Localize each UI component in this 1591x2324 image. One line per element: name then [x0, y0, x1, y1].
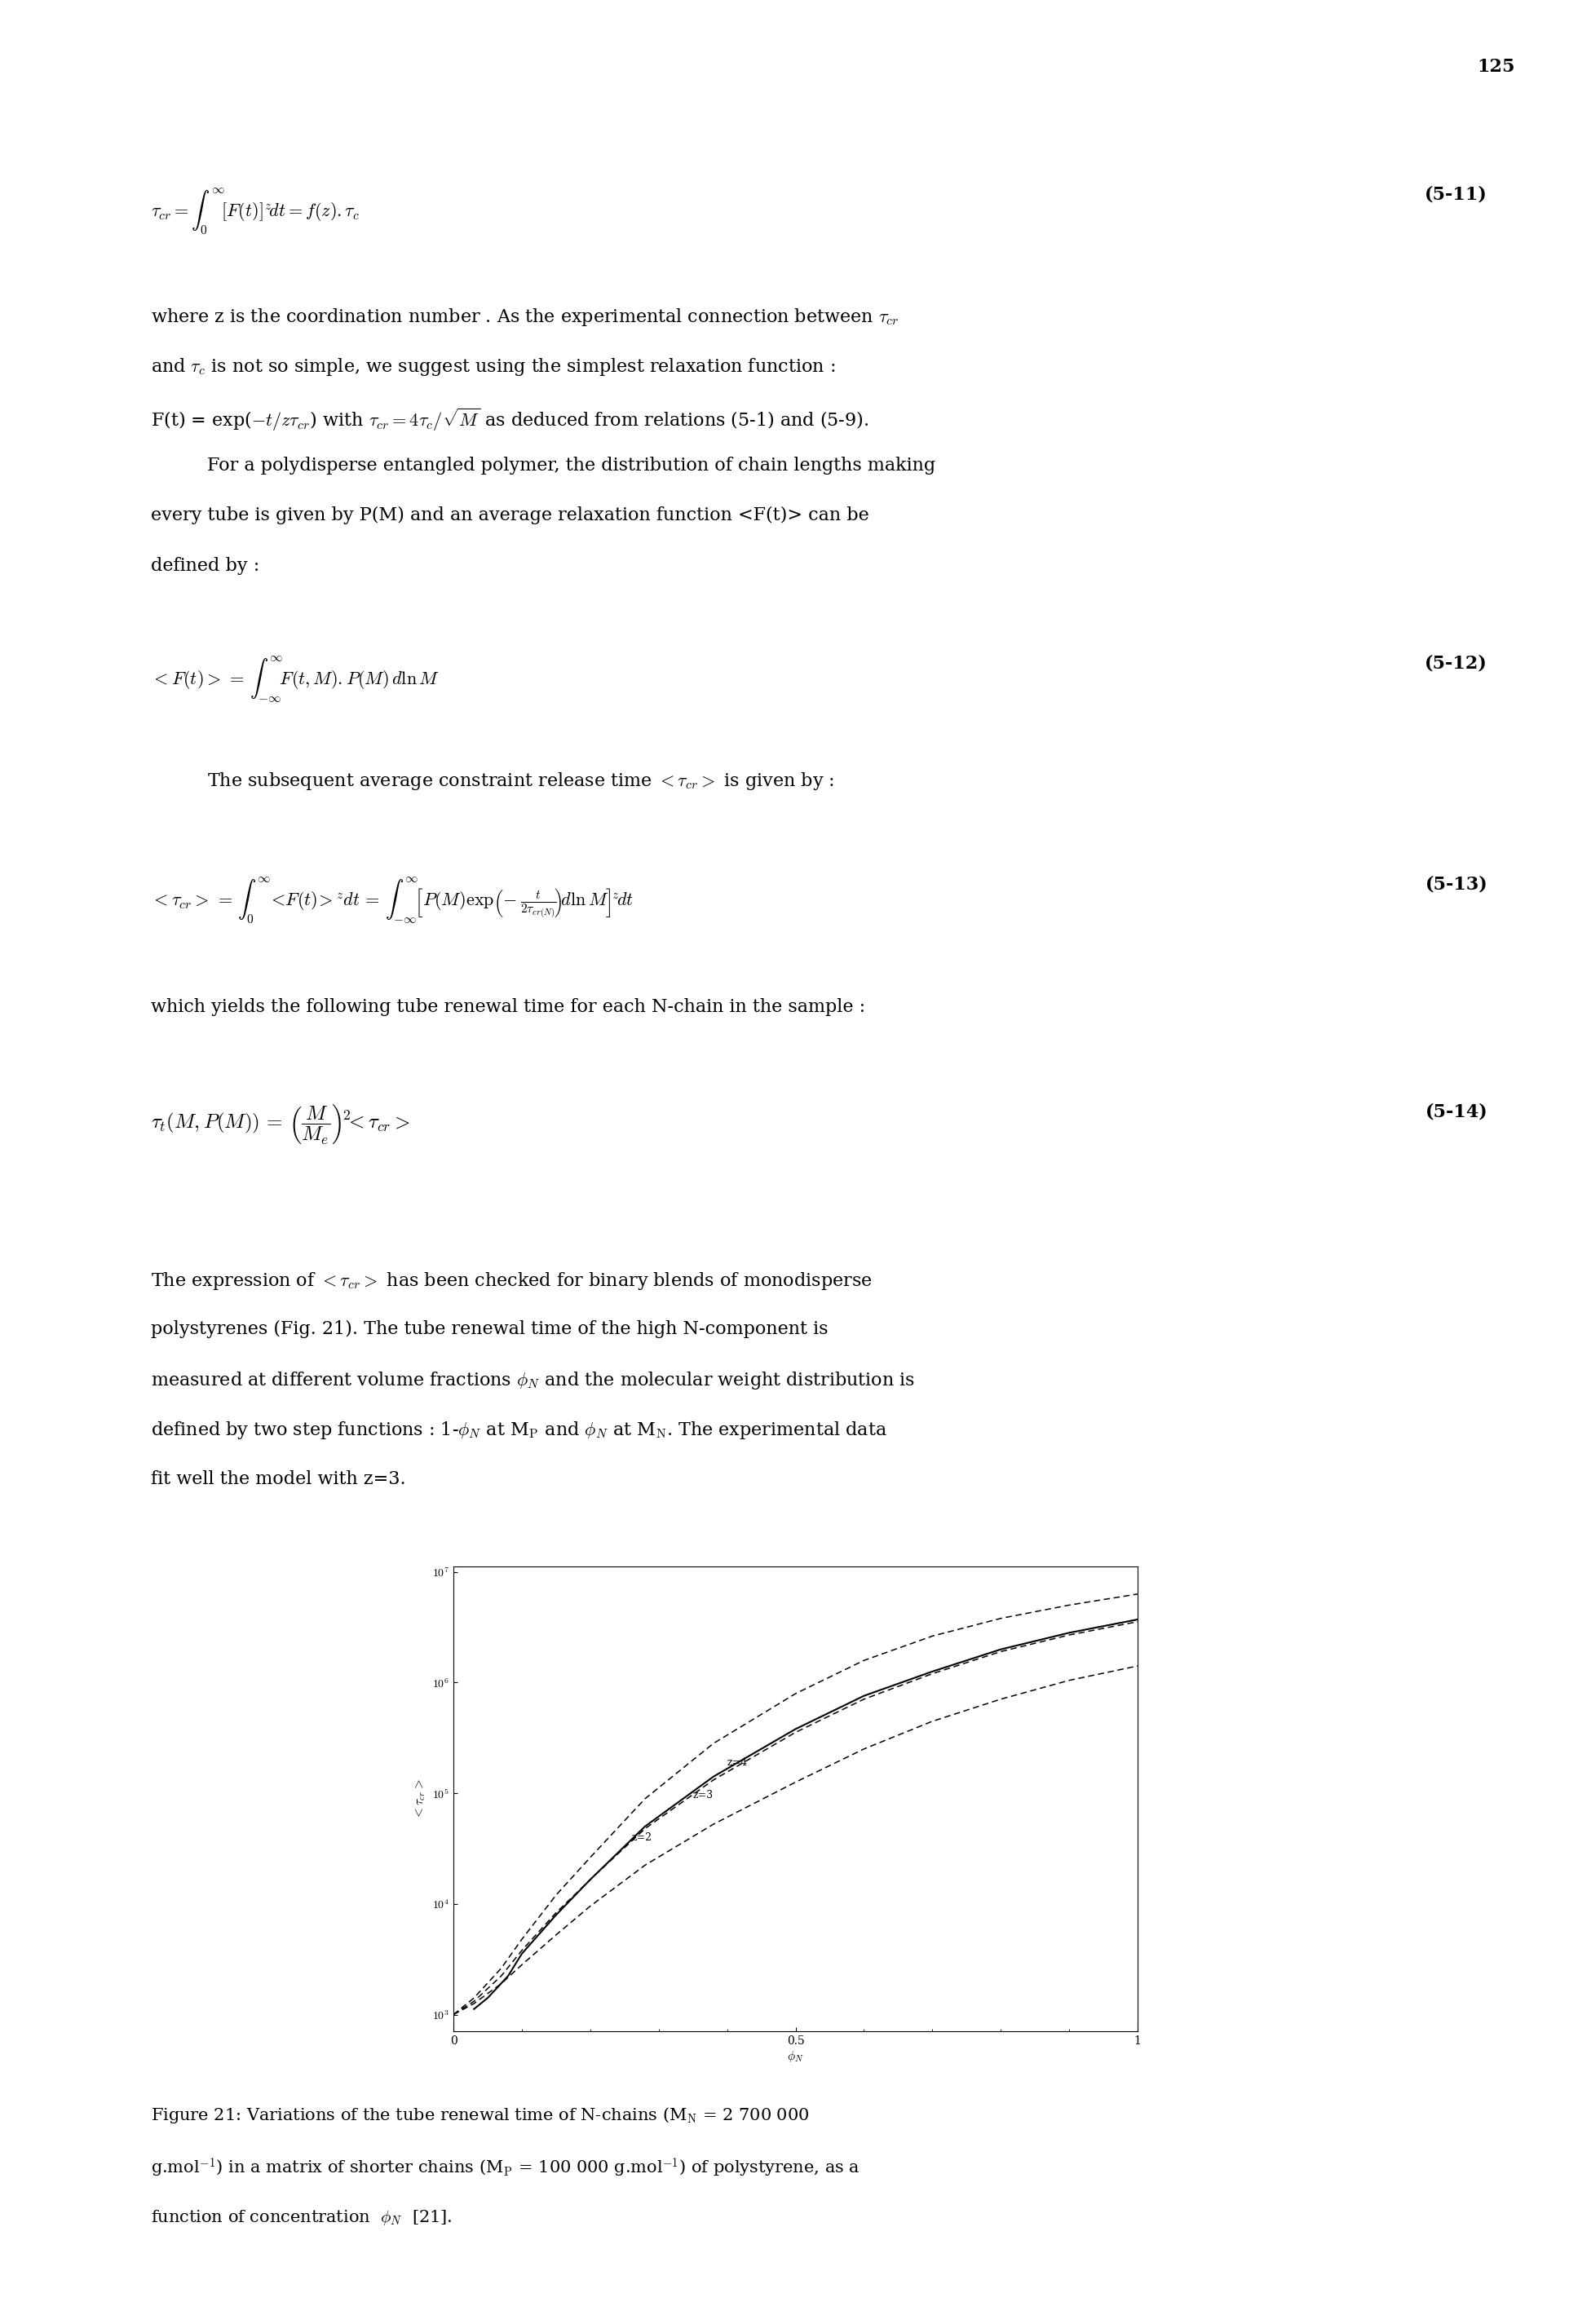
Text: g.mol$^{-1}$) in a matrix of shorter chains (M$_\mathrm{P}$ = 100 000 g.mol$^{-1: g.mol$^{-1}$) in a matrix of shorter cha…	[151, 2157, 861, 2180]
Text: which yields the following tube renewal time for each N-chain in the sample :: which yields the following tube renewal …	[151, 999, 866, 1016]
Text: (5-14): (5-14)	[1426, 1104, 1488, 1120]
Text: $\tau_{cr} = \int_{0}^{\infty}\!\left[F(t)\right]^{z}\!dt = f(z).\tau_{c}$: $\tau_{cr} = \int_{0}^{\infty}\!\left[F(…	[151, 186, 360, 235]
Text: The expression of $<\tau_{cr}>$ has been checked for binary blends of monodisper: The expression of $<\tau_{cr}>$ has been…	[151, 1269, 872, 1292]
Text: z=3: z=3	[692, 1789, 713, 1801]
Text: For a polydisperse entangled polymer, the distribution of chain lengths making: For a polydisperse entangled polymer, th…	[207, 456, 936, 474]
Text: every tube is given by P(M) and an average relaxation function <F(t)> can be: every tube is given by P(M) and an avera…	[151, 507, 869, 525]
Text: measured at different volume fractions $\phi_N$ and the molecular weight distrib: measured at different volume fractions $…	[151, 1371, 915, 1392]
Text: (5-12): (5-12)	[1426, 655, 1488, 672]
Text: 125: 125	[1476, 58, 1515, 77]
Text: where z is the coordination number . As the experimental connection between $\ta: where z is the coordination number . As …	[151, 307, 899, 328]
Text: fit well the model with z=3.: fit well the model with z=3.	[151, 1471, 406, 1487]
Text: The subsequent average constraint release time $< \tau_{cr} >$ is given by :: The subsequent average constraint releas…	[207, 769, 834, 792]
Text: $< \tau_{cr} >\, =\, \int_{0}^{\infty}\!<\!F(t)\!>^{z}dt\, =\, \int_{-\infty}^{\: $< \tau_{cr} >\, =\, \int_{0}^{\infty}\!…	[151, 874, 633, 925]
Text: and $\tau_{c}$ is not so simple, we suggest using the simplest relaxation functi: and $\tau_{c}$ is not so simple, we sugg…	[151, 358, 835, 379]
Text: function of concentration  $\phi_N$  [21].: function of concentration $\phi_N$ [21].	[151, 2208, 452, 2226]
X-axis label: $\phi_N$: $\phi_N$	[788, 2050, 803, 2064]
Text: defined by :: defined by :	[151, 555, 259, 574]
Text: z=2: z=2	[632, 1831, 652, 1843]
Text: $< F(t) >\, =\, \int_{-\infty}^{\infty}\! F(t,M).P(M)\,d\ln M$: $< F(t) >\, =\, \int_{-\infty}^{\infty}\…	[151, 655, 439, 704]
Text: (5-11): (5-11)	[1426, 186, 1488, 205]
Text: (5-13): (5-13)	[1426, 874, 1488, 892]
Text: Figure 21: Variations of the tube renewal time of N-chains (M$_\mathrm{N}$ = 2 7: Figure 21: Variations of the tube renewa…	[151, 2106, 810, 2124]
Text: defined by two step functions : 1-$\phi_N$ at M$_\mathrm{P}$ and $\phi_N$ at M$_: defined by two step functions : 1-$\phi_…	[151, 1420, 888, 1441]
Text: F(t) = exp($-t/z\tau_{cr}$) with $\tau_{cr} = 4\tau_{c}/\sqrt{M}$ as deduced fro: F(t) = exp($-t/z\tau_{cr}$) with $\tau_{…	[151, 407, 869, 432]
Text: z=4: z=4	[727, 1757, 748, 1769]
Y-axis label: $<\tau_{cr}>$: $<\tau_{cr}>$	[414, 1778, 428, 1820]
Text: $\tau_{t}(M,P(M))\, =\, \left(\dfrac{M}{M_{e}}\right)^{\!2}\!\!<\tau_{cr}>$: $\tau_{t}(M,P(M))\, =\, \left(\dfrac{M}{…	[151, 1104, 410, 1146]
Text: polystyrenes (Fig. 21). The tube renewal time of the high N-component is: polystyrenes (Fig. 21). The tube renewal…	[151, 1320, 829, 1339]
